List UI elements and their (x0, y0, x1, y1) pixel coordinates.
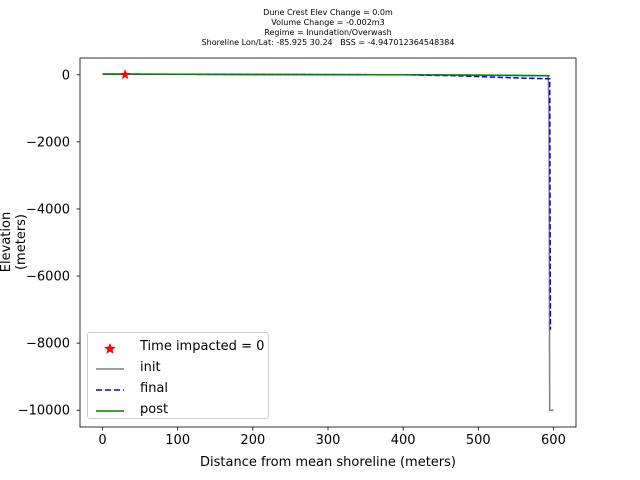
star-marker-icon (104, 343, 116, 354)
x-tick-label: 200 (240, 433, 265, 448)
y-tick-label: −4000 (26, 202, 70, 217)
solid-line-icon (96, 368, 124, 370)
plot-area (102, 69, 554, 411)
x-tick-label: 0 (98, 433, 106, 448)
legend-label-post: post (140, 402, 169, 417)
legend-item-post: post (96, 401, 266, 421)
x-axis-label: Distance from mean shoreline (meters) (200, 455, 456, 470)
legend-item-final: final (96, 380, 266, 400)
legend-label-final: final (140, 381, 169, 396)
y-tick-label: 0 (62, 68, 70, 83)
y-axis-label: Elevation (meters) (0, 211, 29, 273)
solid-line-icon (96, 410, 124, 412)
title-line-regime: Regime = Inundation/Overwash (264, 28, 392, 37)
title-line-shoreline: Shoreline Lon/Lat: -85.925 30.24 BSS = -… (201, 38, 455, 47)
legend-label-time-impacted: Time impacted = 0 (140, 339, 265, 354)
title-line-volume: Volume Change = -0.002m3 (271, 18, 385, 27)
x-tick-label: 300 (316, 433, 341, 448)
series-marker-time-impacted-0 (119, 69, 131, 80)
legend-item-init: init (96, 359, 266, 379)
y-tick-label: −6000 (26, 270, 70, 285)
chart-title: Dune Crest Elev Change = 0.0m Volume Cha… (80, 8, 576, 48)
x-tick-label: 100 (165, 433, 190, 448)
axes: 0 100 200 300 400 500 600 0 −2000 −4000 −6000 −8000… (18, 57, 577, 448)
legend-item-time-impacted: Time impacted = 0 (96, 338, 266, 358)
dashed-line-icon (96, 389, 124, 391)
y-tick-label: −8000 (26, 337, 70, 352)
y-tick-label: −2000 (26, 135, 70, 150)
x-tick-label: 500 (466, 433, 491, 448)
legend-label-init: init (140, 360, 161, 375)
series-line-post (102, 73, 550, 77)
x-tick-label: 400 (391, 433, 416, 448)
legend: Time impacted = 0 init final post (87, 332, 269, 419)
x-tick-label: 600 (541, 433, 566, 448)
title-line-dune-crest: Dune Crest Elev Change = 0.0m (263, 8, 393, 17)
y-tick-label: −10000 (18, 404, 70, 419)
